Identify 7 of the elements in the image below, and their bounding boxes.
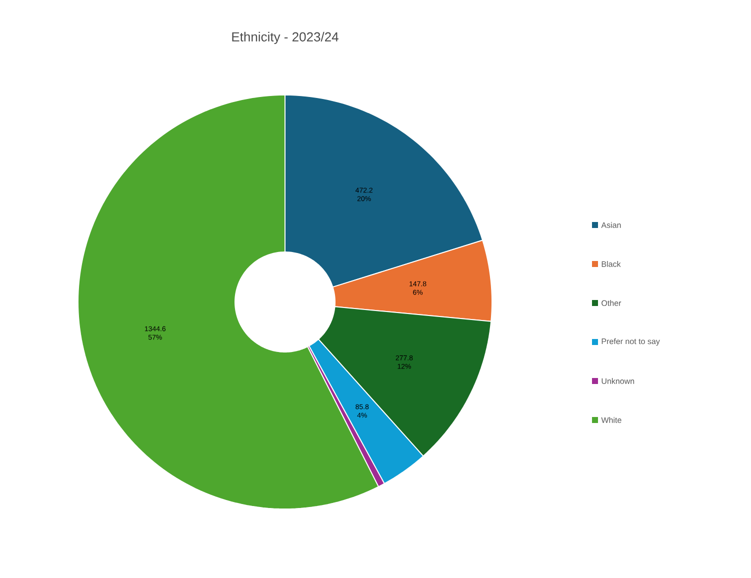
chart-title: Ethnicity - 2023/24 <box>232 32 338 44</box>
legend-label: Unknown <box>602 378 634 384</box>
legend-label: White <box>601 417 622 423</box>
legend-label: Asian <box>601 222 621 228</box>
legend-label: Black <box>602 261 621 267</box>
legend-label: Other <box>602 300 622 306</box>
legend-label: Prefer not to say <box>602 338 660 346</box>
